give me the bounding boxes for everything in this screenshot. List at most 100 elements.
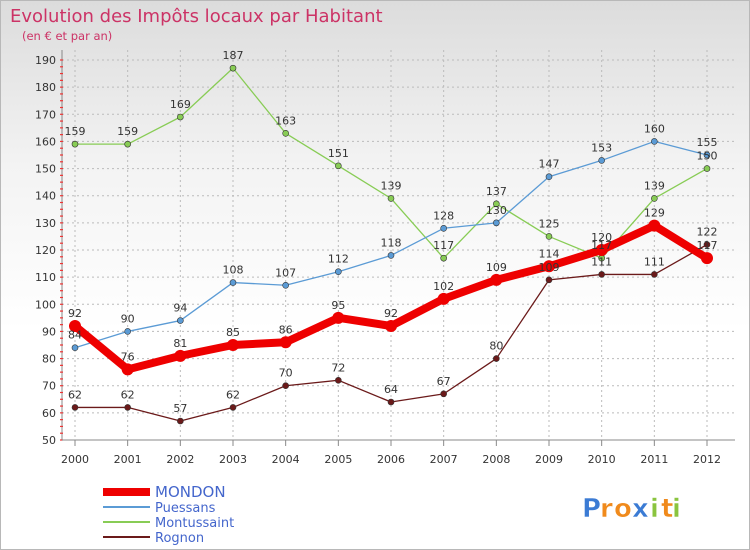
series-rognon bbox=[71, 241, 711, 425]
data-point bbox=[703, 165, 711, 172]
data-label: 108 bbox=[223, 264, 244, 277]
data-label: 129 bbox=[644, 207, 665, 220]
data-label: 163 bbox=[275, 114, 296, 127]
data-label: 84 bbox=[68, 329, 82, 342]
legend-label-mondon: MONDON bbox=[155, 483, 226, 501]
data-point bbox=[282, 129, 289, 137]
data-point bbox=[71, 140, 79, 148]
data-label: 159 bbox=[65, 125, 86, 138]
y-tick-label: 170 bbox=[35, 108, 56, 121]
data-label: 102 bbox=[433, 280, 454, 293]
y-tick-label: 100 bbox=[35, 298, 56, 311]
series-puessans bbox=[71, 138, 711, 352]
data-label: 117 bbox=[697, 239, 718, 252]
data-label: 86 bbox=[279, 323, 293, 336]
data-point bbox=[229, 64, 237, 72]
legend-label-rognon: Rognon bbox=[155, 531, 204, 546]
data-point bbox=[440, 390, 447, 398]
data-label: 128 bbox=[433, 209, 454, 222]
data-point bbox=[387, 398, 395, 406]
data-label: 118 bbox=[381, 236, 402, 249]
series-montussaint bbox=[71, 64, 711, 262]
data-point bbox=[598, 157, 605, 164]
data-point bbox=[437, 292, 450, 305]
data-point bbox=[651, 271, 658, 278]
y-tick-label: 130 bbox=[35, 217, 56, 230]
data-point bbox=[701, 252, 713, 265]
legend-label-puessans: Puessans bbox=[155, 501, 216, 516]
x-tick-label: 2007 bbox=[430, 453, 458, 466]
x-tick-label: 2009 bbox=[535, 453, 563, 466]
data-label: 85 bbox=[226, 326, 240, 339]
data-label: 137 bbox=[486, 185, 507, 198]
y-tick-label: 150 bbox=[35, 163, 56, 176]
data-point bbox=[493, 219, 500, 227]
data-label: 122 bbox=[697, 226, 718, 239]
data-point bbox=[595, 244, 608, 256]
logo-letter: i bbox=[672, 494, 681, 524]
series-mondon bbox=[69, 219, 713, 376]
data-label: 80 bbox=[489, 340, 503, 353]
x-tick-label: 2006 bbox=[377, 453, 405, 466]
logo-letter: t bbox=[661, 494, 673, 524]
x-tick-label: 2011 bbox=[640, 453, 668, 466]
x-tick-label: 2000 bbox=[61, 453, 89, 466]
data-point bbox=[71, 404, 79, 411]
data-point bbox=[387, 195, 395, 202]
data-label: 109 bbox=[486, 261, 507, 274]
legend-label-montussaint: Montussaint bbox=[155, 516, 234, 531]
data-point bbox=[124, 404, 131, 411]
proxiti-logo: Pr o x i ti bbox=[582, 494, 682, 525]
data-point bbox=[124, 328, 131, 335]
chart-subtitle: (en € et par an) bbox=[22, 29, 112, 43]
data-point bbox=[703, 241, 711, 248]
y-tick-label: 90 bbox=[42, 325, 56, 338]
data-point bbox=[335, 162, 342, 170]
data-label: 114 bbox=[539, 247, 560, 260]
y-tick-label: 50 bbox=[42, 434, 56, 447]
data-point bbox=[174, 349, 187, 362]
data-label: 160 bbox=[644, 122, 665, 135]
y-tick-label: 80 bbox=[42, 353, 56, 366]
data-point bbox=[69, 320, 81, 332]
logo-letter: x bbox=[632, 494, 649, 524]
data-point bbox=[440, 224, 447, 232]
data-point bbox=[124, 140, 131, 148]
data-label: 153 bbox=[591, 141, 612, 154]
data-point bbox=[440, 254, 447, 262]
data-point bbox=[177, 417, 184, 425]
data-point bbox=[545, 173, 553, 181]
data-label: 151 bbox=[328, 147, 349, 160]
data-point bbox=[227, 339, 239, 351]
data-label: 90 bbox=[121, 312, 135, 325]
logo-letter: o bbox=[614, 494, 632, 524]
data-point bbox=[545, 276, 553, 284]
x-tick-label: 2003 bbox=[219, 453, 247, 466]
data-point bbox=[121, 363, 134, 376]
y-tick-label: 110 bbox=[35, 271, 56, 284]
chart-title: Evolution des Impôts locaux par Habitant bbox=[10, 6, 383, 27]
data-label: 81 bbox=[173, 337, 187, 350]
y-tick-label: 160 bbox=[35, 135, 56, 148]
data-label: 139 bbox=[644, 179, 665, 192]
data-point bbox=[177, 113, 184, 121]
logo-letter: r bbox=[600, 494, 613, 524]
data-label: 147 bbox=[539, 158, 560, 171]
axes: 50 60 70 80 90 100 110 120 130 140 150 160 170 180 190… bbox=[35, 50, 735, 466]
data-label: 94 bbox=[173, 302, 187, 315]
data-labels: 62 62 57 62 70 72 64 67 80 109 111 111 122 159 159 169 1… bbox=[65, 49, 718, 415]
data-label: 169 bbox=[170, 98, 191, 111]
data-label: 120 bbox=[591, 231, 612, 244]
data-label: 130 bbox=[486, 204, 507, 217]
data-point bbox=[545, 233, 553, 240]
data-label: 117 bbox=[591, 239, 612, 252]
data-label: 109 bbox=[539, 261, 560, 274]
data-label: 155 bbox=[697, 136, 718, 149]
data-label: 92 bbox=[68, 307, 82, 320]
data-label: 150 bbox=[697, 150, 718, 163]
data-point bbox=[493, 200, 500, 208]
data-label: 139 bbox=[381, 179, 402, 192]
data-point bbox=[335, 268, 342, 276]
